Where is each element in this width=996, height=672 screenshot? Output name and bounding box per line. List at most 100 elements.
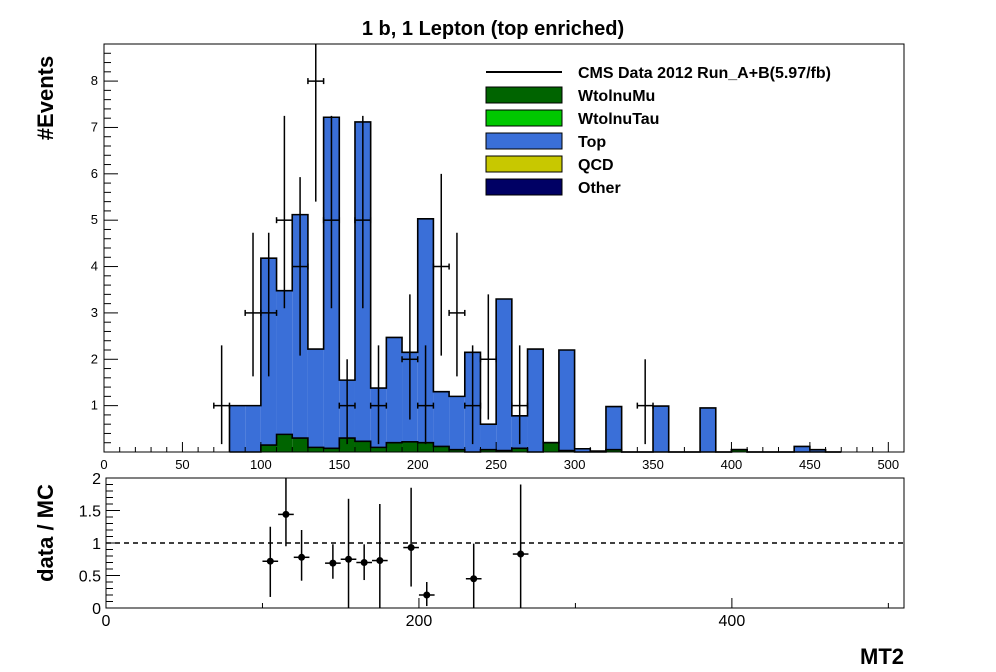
data-point-15 [479, 294, 497, 420]
ratio-marker [266, 557, 274, 565]
legend: CMS Data 2012 Run_A+B(5.97/fb) WtolnuMu Wt… [485, 65, 831, 197]
data-point-5 [307, 44, 325, 202]
ratio-x-tick-label: 0 [102, 613, 111, 630]
data-point-14 [464, 345, 482, 445]
data-point-6 [322, 115, 341, 309]
bar-top-16 [480, 424, 497, 450]
ratio-y-tick-label: 2 [92, 471, 101, 488]
legend-swatch [485, 178, 563, 196]
data-point-9 [369, 345, 388, 445]
bar-wtolnumu-16 [480, 449, 497, 452]
legend-item-5: Other [485, 178, 621, 197]
bar-wtolnumu-8 [354, 441, 371, 452]
y-tick-label: 8 [91, 73, 98, 88]
y-tick-label: 3 [91, 305, 98, 320]
bar-wtolnumu-10 [386, 442, 403, 452]
bar-top-19 [527, 349, 544, 452]
ratio-y-tick-label: 1.5 [79, 504, 101, 521]
ratio-point-5 [356, 544, 372, 581]
data-point-1 [244, 232, 262, 377]
bar-top-27 [653, 406, 669, 452]
ratio-marker [345, 555, 353, 563]
y-tick-label: 4 [91, 259, 98, 274]
ratio-marker [298, 553, 306, 561]
ratio-y-tick-label: 1 [92, 536, 101, 553]
bar-top-36 [794, 446, 810, 452]
ratio-point-6 [372, 504, 388, 608]
legend-item-4: QCD [485, 155, 614, 174]
x-tick-label: 350 [642, 457, 664, 472]
bar-top-22 [574, 448, 591, 452]
bar-wtolnumu-13 [433, 446, 450, 452]
legend-swatch [485, 109, 563, 127]
x-tick-label: 50 [175, 457, 189, 472]
data-point-8 [354, 115, 372, 309]
data-point-7 [338, 359, 356, 445]
bar-wtolnumu-20 [543, 442, 559, 452]
bar-top-17 [496, 299, 512, 451]
ratio-marker [517, 550, 525, 558]
main-y-axis-label: #Events [33, 56, 58, 140]
bar-wtolnumu-3 [276, 434, 293, 452]
bar-top-13 [433, 391, 450, 447]
ratio-point-3 [325, 544, 341, 579]
ratio-marker [329, 559, 337, 567]
ratio-point-4 [340, 498, 357, 608]
ratio-marker [423, 591, 431, 599]
legend-label: CMS Data 2012 Run_A+B(5.97/fb) [578, 65, 831, 82]
bar-top-37 [809, 449, 826, 452]
ratio-x-axis-label: MT2 [860, 644, 904, 669]
bar-wtolnumu-12 [417, 442, 434, 452]
bar-wtolnumu-11 [402, 441, 418, 452]
ratio-marker [376, 557, 384, 565]
legend-swatch [485, 155, 563, 173]
x-tick-label: 100 [250, 457, 272, 472]
ratio-point-7 [403, 487, 419, 587]
x-tick-label: 500 [877, 457, 899, 472]
legend-label: WtolnuTau [578, 111, 659, 128]
legend-label: QCD [578, 157, 614, 174]
legend-label: WtolnuMu [578, 88, 655, 105]
bar-wtolnumu-18 [511, 448, 528, 452]
bar-wtolnumu-14 [449, 449, 465, 452]
y-tick-label: 2 [91, 351, 98, 366]
x-tick-label: 250 [485, 457, 507, 472]
bar-top-0 [229, 405, 246, 452]
legend-item-3: Top [485, 132, 606, 151]
ratio-point-0 [262, 526, 279, 597]
ratio-marker [282, 510, 290, 518]
bar-top-14 [449, 396, 465, 450]
bar-wtolnumu-9 [370, 447, 387, 452]
bar-top-3 [276, 290, 293, 435]
bar-top-5 [307, 349, 324, 448]
y-tick-label: 7 [91, 119, 98, 134]
x-tick-label: 300 [564, 457, 586, 472]
ratio-point-10 [512, 484, 529, 608]
ratio-y-axis-label: data / MC [33, 484, 58, 582]
bar-wtolnumu-5 [307, 447, 324, 452]
ratio-point-2 [293, 530, 310, 581]
legend-item-1: WtolnuMu [485, 86, 655, 105]
data-point-11 [416, 345, 435, 445]
ratio-marker [470, 575, 478, 583]
x-tick-label: 150 [328, 457, 350, 472]
data-point-13 [448, 232, 466, 377]
legend-label: Other [578, 180, 621, 197]
bar-wtolnumu-6 [323, 448, 340, 452]
data-point-0 [213, 345, 231, 445]
main-plot: 0 50 100 150 200 250 300 350 400 450 500 1 2 3 4 5 6 7 8 [91, 43, 905, 472]
ratio-plot: 0 200 400 0 0.5 1 1.5 2 [79, 471, 905, 630]
data-point-16 [511, 345, 529, 445]
ratio-x-tick-label: 400 [719, 613, 746, 630]
legend-item-0: CMS Data 2012 Run_A+B(5.97/fb) [486, 65, 831, 82]
ratio-point-8 [418, 582, 435, 607]
ratio-y-tick-label: 0 [92, 601, 101, 618]
ratio-x-tick-label: 200 [406, 613, 433, 630]
bar-wtolnumu-2 [260, 445, 277, 452]
y-tick-label: 5 [91, 212, 98, 227]
ratio-marker [360, 559, 368, 566]
bar-top-1 [245, 405, 261, 452]
data-point-17 [636, 359, 654, 445]
ratio-y-tick-label: 0.5 [79, 569, 101, 586]
